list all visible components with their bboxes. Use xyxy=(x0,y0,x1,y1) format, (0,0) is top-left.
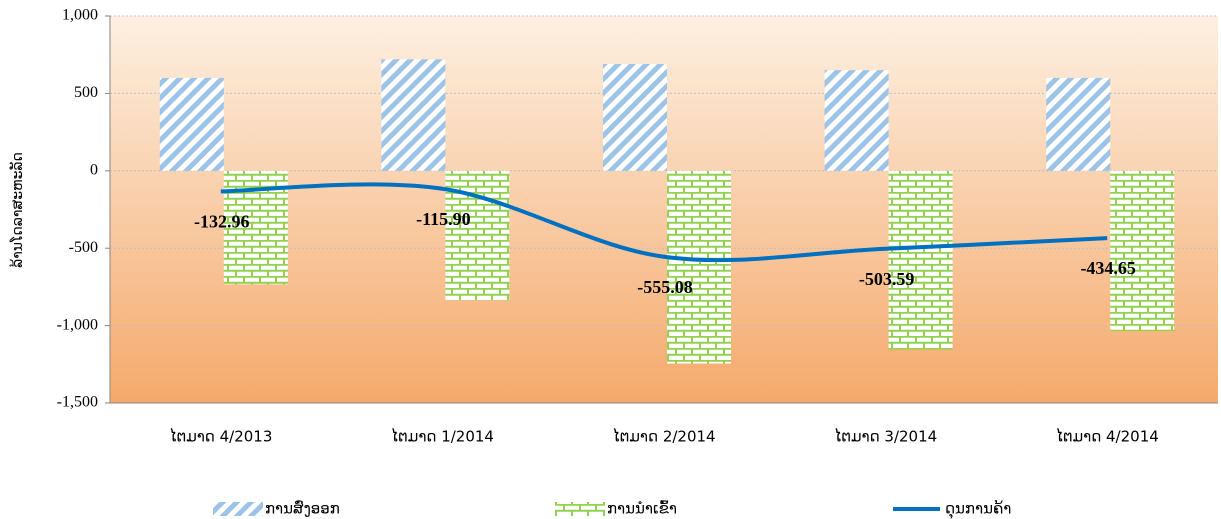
y-tick-label: -1,500 xyxy=(57,394,98,411)
data-label: -503.59 xyxy=(859,269,915,289)
x-tick-label: ໄຕມາດ 2/2014 xyxy=(612,427,715,446)
x-tick-label: ໄຕມາດ 3/2014 xyxy=(834,427,937,446)
data-label: -132.96 xyxy=(194,212,250,232)
data-label: -434.65 xyxy=(1080,258,1136,278)
data-label: -115.90 xyxy=(416,209,471,229)
bar xyxy=(159,77,224,171)
legend-swatch xyxy=(213,502,263,516)
y-tick-label: -500 xyxy=(69,239,98,256)
bar xyxy=(1046,77,1111,171)
y-tick-label: -1,000 xyxy=(57,316,98,333)
legend-swatch xyxy=(555,502,605,516)
x-tick-label: ໄຕມາດ 4/2013 xyxy=(169,427,272,446)
y-tick-label: 0 xyxy=(90,161,98,178)
bar xyxy=(603,63,667,171)
y-tick-label: 500 xyxy=(74,84,98,101)
bar xyxy=(667,170,731,364)
line xyxy=(220,182,1108,263)
data-label: -555.08 xyxy=(637,277,693,297)
bar xyxy=(888,170,953,350)
bar xyxy=(381,59,446,171)
bar xyxy=(1110,170,1175,332)
bar xyxy=(824,70,889,171)
legend-label: ການສົ່ງອອກ xyxy=(265,498,340,517)
y-axis-label: ລ້ານໂດລາສະຫະລັດ xyxy=(9,152,26,268)
legend-label: ດຸນການຄ້າ xyxy=(945,499,1011,519)
y-tick-label: 1,000 xyxy=(62,7,98,24)
x-tick-label: ໄຕມາດ 4/2014 xyxy=(1056,427,1159,446)
x-tick-label: ໄຕມາດ 1/2014 xyxy=(391,427,494,446)
legend-label: ການນຳເຂົ້າ xyxy=(607,498,677,517)
